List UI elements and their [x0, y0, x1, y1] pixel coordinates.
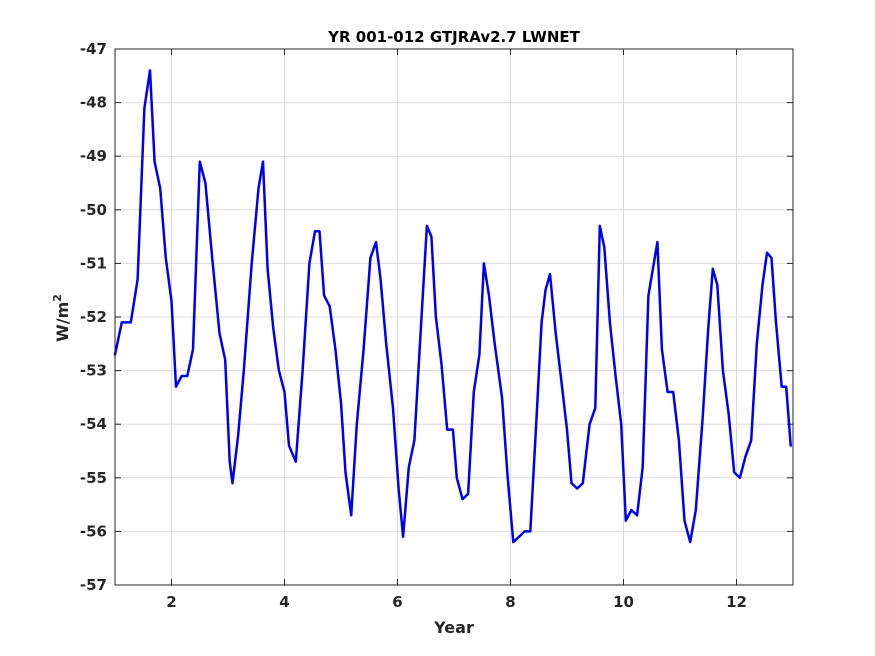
y-tick-label: -55: [80, 469, 107, 487]
x-tick-label: 12: [726, 593, 747, 611]
y-tick-label: -56: [80, 522, 107, 540]
x-tick-labels: 2 4 6 8 10 12: [166, 593, 747, 611]
y-tick-label: -57: [80, 576, 107, 594]
y-tick-label: -51: [80, 254, 107, 272]
x-tick-label: 2: [166, 593, 176, 611]
y-tick-label: -49: [80, 147, 107, 165]
x-tick-label: 8: [505, 593, 515, 611]
y-tick-label: -54: [80, 415, 107, 433]
y-tick-label: -50: [80, 201, 107, 219]
y-tick-label: -52: [80, 308, 107, 326]
y-tick-labels: -57 -56 -55 -54 -53 -52 -51 -50 -49 -48 -47: [80, 40, 107, 594]
x-tick-label: 6: [392, 593, 402, 611]
y-tick-label: -53: [80, 362, 107, 380]
plot-frame: [114, 48, 794, 586]
y-axis-label-superscript: 2: [51, 294, 64, 302]
axis-ticks: [115, 48, 793, 586]
x-axis-label: Year: [433, 618, 474, 637]
y-axis-label-base: W/m: [53, 302, 72, 342]
series-line: [113, 69, 792, 544]
y-tick-label: -48: [80, 94, 107, 112]
chart-title: YR 001-012 GTJRAv2.7 LWNET: [327, 28, 581, 46]
y-axis-label: W/m2: [51, 294, 72, 342]
y-tick-label: -47: [80, 40, 107, 58]
x-tick-label: 4: [279, 593, 289, 611]
x-tick-label: 10: [613, 593, 634, 611]
